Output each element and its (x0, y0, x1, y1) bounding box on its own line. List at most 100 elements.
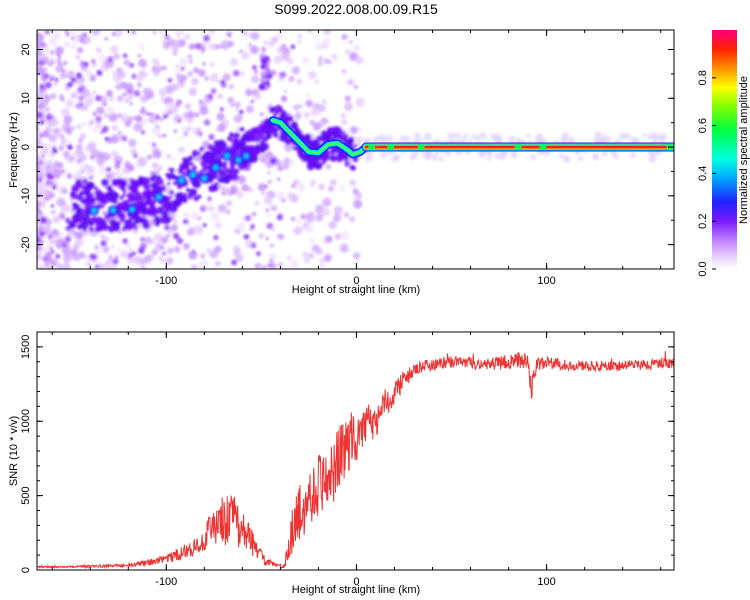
heat-speckle (309, 237, 315, 244)
heat-speckle (239, 50, 243, 53)
heat-speckle (58, 233, 65, 239)
heat-band (318, 162, 323, 167)
heat-speckle (203, 34, 210, 42)
heat-band (152, 173, 157, 178)
heat-blob-core (201, 175, 207, 181)
heat-speckle (385, 134, 393, 143)
heat-band (183, 164, 188, 170)
heat-speckle (564, 157, 568, 161)
heat-speckle (234, 101, 241, 108)
heat-speckle (105, 140, 109, 144)
heat-speckle (273, 168, 278, 173)
heat-speckle (152, 149, 162, 159)
heat-speckle (94, 243, 102, 251)
heat-band (191, 189, 197, 195)
heat-speckle (94, 264, 99, 269)
heat-speckle (307, 30, 312, 33)
heat-speckle (161, 109, 168, 115)
heat-speckle (95, 249, 101, 255)
heat-band (70, 192, 78, 200)
heat-band (254, 144, 260, 150)
heat-speckle (37, 209, 41, 213)
heat-speckle (297, 103, 303, 109)
heat-speckle (129, 62, 135, 68)
heat-speckle (40, 240, 45, 245)
heat-speckle (180, 66, 185, 71)
heat-speckle (112, 258, 119, 265)
heat-speckle (240, 71, 245, 77)
snr-panel: -100 0 100 0 500 1000 1500 Height of straight… (8, 331, 675, 596)
heat-speckle (37, 237, 41, 243)
heat-speckle (65, 31, 70, 36)
heat-speckle (65, 99, 74, 108)
heat-band (182, 171, 187, 176)
heat-band (203, 152, 209, 157)
heat-speckle (38, 59, 46, 67)
heat-speckle (508, 135, 516, 143)
heat-speckle (59, 146, 64, 151)
heat-speckle (188, 250, 198, 260)
heat-speckle (140, 266, 147, 269)
heat-speckle (318, 262, 326, 269)
heat-speckle (265, 69, 270, 75)
heat-speckle (146, 112, 151, 116)
heat-speckle (289, 259, 299, 269)
heat-band (337, 151, 342, 157)
heat-speckle (142, 256, 149, 263)
colorbar-ticks: 0.0 0.2 0.4 0.6 0.8 (697, 70, 716, 277)
heat-speckle (105, 167, 111, 173)
heat-speckle (220, 40, 231, 50)
heat-speckle (128, 164, 135, 172)
heat-band (167, 181, 171, 186)
heat-speckle (243, 234, 249, 240)
heat-speckle (78, 95, 84, 102)
heat-speckle (132, 228, 139, 234)
heat-band (304, 133, 311, 139)
heat-speckle (309, 119, 315, 126)
heat-speckle (165, 102, 173, 110)
heat-speckle (71, 126, 76, 130)
heat-speckle (307, 70, 317, 80)
heat-speckle (250, 45, 259, 55)
heat-speckle (345, 48, 351, 55)
heat-band (322, 152, 330, 161)
heat-speckle (139, 110, 143, 113)
heat-speckle (353, 84, 358, 90)
heat-speckle (54, 77, 59, 82)
heat-speckle (151, 57, 158, 64)
heat-band (86, 195, 92, 202)
heat-speckle (176, 73, 182, 79)
heat-speckle (260, 46, 267, 53)
heat-speckle (41, 203, 46, 209)
heat-speckle (288, 159, 295, 166)
heat-speckle (526, 134, 531, 139)
heat-speckle (37, 105, 41, 109)
heat-speckle (290, 216, 296, 222)
heat-band (172, 207, 178, 212)
heat-speckle (158, 30, 166, 36)
heat-speckle (570, 138, 575, 143)
heat-speckle (186, 35, 191, 40)
heat-blob-core (236, 157, 241, 163)
heat-speckle (235, 107, 239, 112)
heat-speckle (254, 262, 262, 269)
heat-speckle (178, 57, 188, 67)
heat-speckle (55, 262, 61, 267)
heat-speckle (59, 94, 64, 98)
heat-speckle (42, 256, 48, 262)
heat-speckle (234, 126, 241, 133)
heat-band (305, 140, 311, 146)
heat-speckle (137, 156, 148, 167)
heat-speckle (47, 234, 53, 239)
heat-speckle (200, 207, 205, 211)
heat-speckle (110, 263, 115, 268)
heat-speckle (248, 187, 253, 193)
heat-speckle (74, 34, 80, 40)
heat-speckle (334, 233, 342, 240)
heat-speckle (52, 31, 61, 41)
heat-speckle (48, 238, 56, 246)
heat-band (127, 225, 133, 231)
heat-speckle (302, 251, 309, 258)
heat-speckle (277, 177, 281, 181)
heat-band (93, 186, 98, 190)
